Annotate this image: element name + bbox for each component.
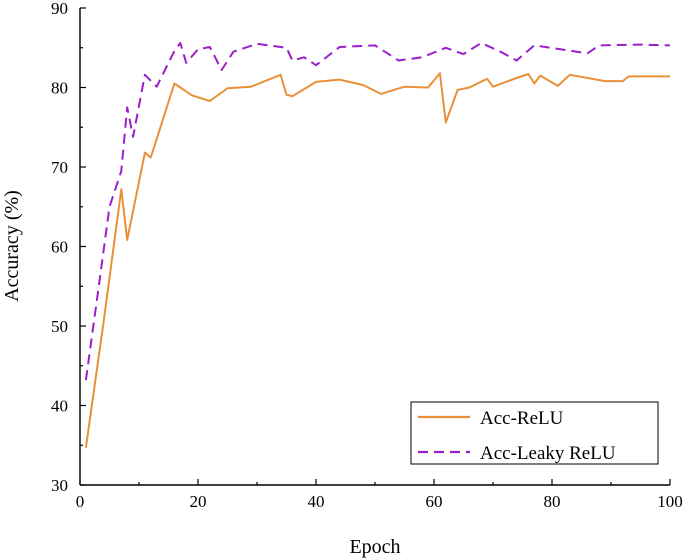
y-tick-label: 70	[51, 158, 68, 177]
legend-label-acc-relu: Acc-ReLU	[480, 408, 564, 429]
y-ticks: 30 40 50 60 70 80 90	[51, 0, 86, 495]
y-tick-label: 30	[51, 476, 68, 495]
y-tick-label: 40	[51, 397, 68, 416]
y-tick-label: 90	[51, 0, 68, 18]
x-axis-title: Epoch	[349, 536, 400, 558]
x-tick-label: 60	[426, 492, 443, 511]
y-tick-label: 80	[51, 79, 68, 98]
series-line-acc-leaky-relu	[84, 42, 671, 381]
x-tick-label: 20	[190, 492, 207, 511]
legend-label-acc-leaky-relu: Acc-Leaky ReLU	[480, 443, 616, 464]
legend-box	[410, 401, 659, 465]
plot-lines	[84, 42, 671, 448]
y-tick-label: 60	[51, 238, 68, 257]
x-tick-label: 80	[544, 492, 561, 511]
x-tick-label: 40	[308, 492, 325, 511]
x-ticks: 0 20 40 60 80 100	[76, 479, 683, 511]
x-tick-label: 0	[76, 492, 85, 511]
y-axis-title: Accuracy (%)	[1, 190, 23, 302]
series-line-acc-relu	[84, 72, 670, 448]
y-tick-label: 50	[51, 317, 68, 336]
x-tick-label: 100	[657, 492, 683, 511]
legend: Acc-ReLU Acc-Leaky ReLU	[410, 401, 659, 465]
